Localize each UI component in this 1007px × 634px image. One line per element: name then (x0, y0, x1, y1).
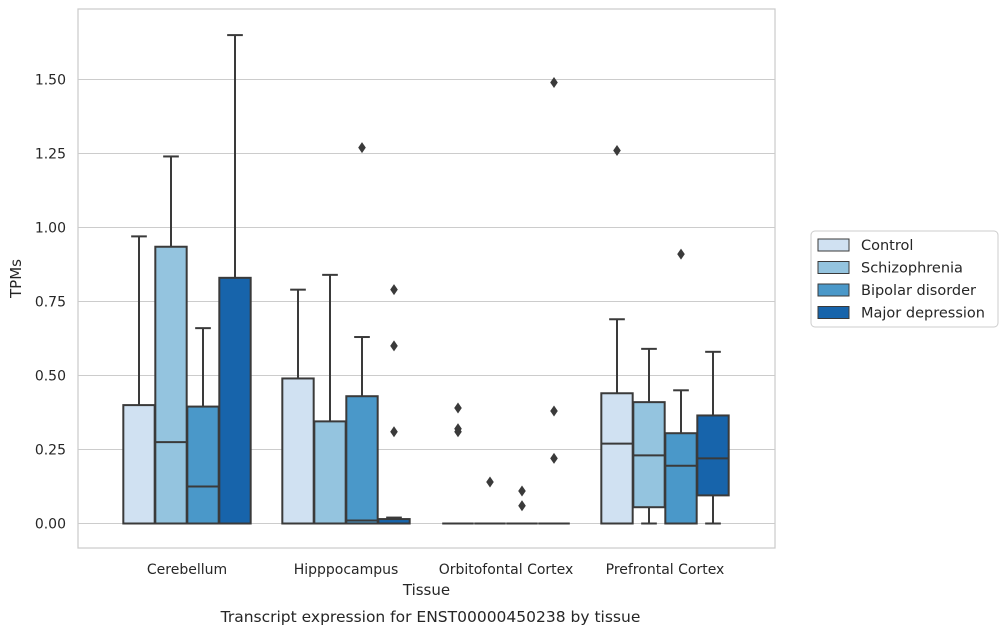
outlier-marker (550, 452, 558, 464)
outlier-marker (518, 500, 526, 512)
legend-frame (810, 230, 999, 328)
outlier-marker (486, 476, 494, 488)
y-axis-ticks: 0.00 0.25 0.50 0.75 1.00 1.25 1.50 (35, 73, 66, 533)
box-group (313, 273, 347, 525)
legend-swatch (817, 261, 850, 274)
outlier-marker (454, 402, 462, 414)
series-bipolar-disorder (186, 142, 698, 525)
outlier-marker (677, 248, 685, 260)
y-tick-label: 1.25 (35, 147, 66, 163)
box-group (345, 142, 379, 525)
x-tick-label: Hipppocampus (294, 562, 399, 578)
box (186, 405, 220, 525)
box-group (154, 155, 188, 525)
legend-swatch (817, 306, 850, 319)
y-tick-label: 0.75 (35, 295, 66, 311)
box (696, 414, 730, 497)
outlier-marker (358, 142, 366, 154)
y-tick-label: 1.00 (35, 221, 66, 237)
box-series (122, 34, 730, 525)
outlier-marker (390, 284, 398, 296)
box-group (600, 145, 634, 525)
y-axis-label: TPMs (7, 259, 25, 299)
y-tick-label: 0.25 (35, 443, 66, 459)
box (154, 245, 188, 525)
legend-label: Schizophrenia (861, 261, 963, 277)
legend: Control Schizophrenia Bipolar disorder Majo… (810, 230, 999, 328)
plot-area-frame (77, 8, 776, 549)
outlier-marker (550, 405, 558, 417)
box (600, 392, 634, 525)
outlier-marker (550, 76, 558, 88)
box (122, 404, 156, 525)
box (313, 420, 347, 525)
box-group (218, 34, 252, 525)
series-major-depression (218, 34, 730, 525)
legend-label: Control (861, 238, 913, 254)
box-group (664, 248, 698, 525)
y-tick-label: 0.00 (35, 517, 66, 533)
box-group (186, 327, 220, 525)
outlier-marker (518, 485, 526, 497)
box-group (122, 235, 156, 525)
box (664, 432, 698, 525)
box-group (506, 485, 538, 525)
box-group (538, 76, 570, 525)
y-tick-label: 0.50 (35, 369, 66, 385)
box (218, 276, 252, 525)
legend-swatch (817, 283, 850, 297)
x-tick-label: Cerebellum (147, 562, 227, 578)
box (281, 377, 315, 525)
box (345, 395, 379, 525)
box-group (474, 476, 506, 525)
y-tick-label: 1.50 (35, 73, 66, 89)
outlier-marker (390, 426, 398, 438)
chart-caption: Transcript expression for ENST0000045023… (220, 608, 641, 626)
outlier-marker (390, 340, 398, 352)
legend-label: Bipolar disorder (861, 283, 976, 299)
box-group (696, 350, 730, 525)
legend-swatch (817, 238, 850, 252)
outlier-marker (613, 145, 621, 157)
box-group (442, 402, 474, 525)
x-axis-label: Tissue (402, 581, 450, 599)
box-group (281, 288, 315, 525)
x-tick-label: Orbitofontal Cortex (439, 562, 574, 578)
outlier-marker (454, 426, 462, 438)
box-group (632, 347, 666, 525)
x-tick-label: Prefrontal Cortex (606, 562, 725, 578)
x-axis-ticks: Cerebellum Hipppocampus Orbitofontal Corte… (147, 562, 724, 578)
legend-label: Major depression (861, 306, 985, 322)
box-group (377, 284, 411, 525)
